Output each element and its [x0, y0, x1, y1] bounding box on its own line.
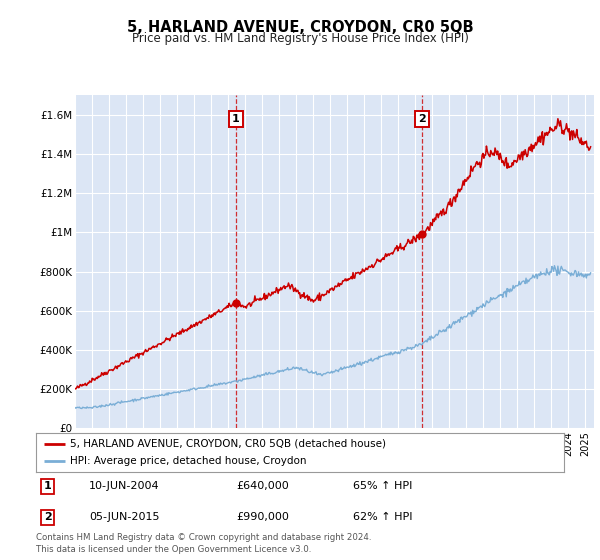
Text: 1: 1: [232, 114, 239, 124]
Text: Price paid vs. HM Land Registry's House Price Index (HPI): Price paid vs. HM Land Registry's House …: [131, 32, 469, 45]
Text: 10-JUN-2004: 10-JUN-2004: [89, 482, 160, 491]
Text: £990,000: £990,000: [236, 512, 290, 522]
Text: HPI: Average price, detached house, Croydon: HPI: Average price, detached house, Croy…: [70, 456, 307, 466]
Text: 05-JUN-2015: 05-JUN-2015: [89, 512, 160, 522]
Text: £640,000: £640,000: [236, 482, 289, 491]
Text: 1: 1: [44, 482, 52, 491]
Text: 5, HARLAND AVENUE, CROYDON, CR0 5QB (detached house): 5, HARLAND AVENUE, CROYDON, CR0 5QB (det…: [70, 438, 386, 449]
Text: 2: 2: [44, 512, 52, 522]
Text: 62% ↑ HPI: 62% ↑ HPI: [353, 512, 412, 522]
Text: Contains HM Land Registry data © Crown copyright and database right 2024.
This d: Contains HM Land Registry data © Crown c…: [36, 533, 371, 554]
Text: 5, HARLAND AVENUE, CROYDON, CR0 5QB: 5, HARLAND AVENUE, CROYDON, CR0 5QB: [127, 20, 473, 35]
Text: 2: 2: [419, 114, 427, 124]
Text: 65% ↑ HPI: 65% ↑ HPI: [353, 482, 412, 491]
